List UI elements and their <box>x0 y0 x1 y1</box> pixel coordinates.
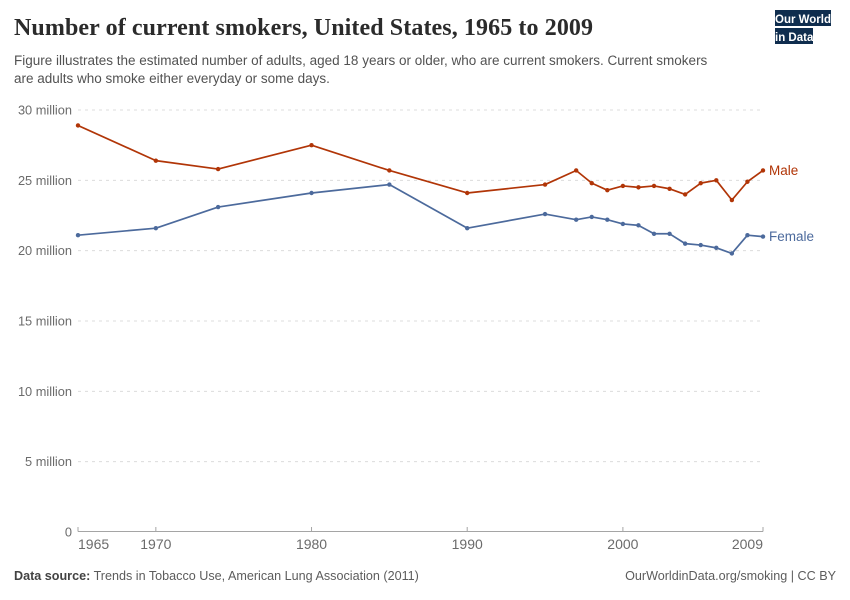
male-point-1974[interactable] <box>215 166 221 172</box>
license-label: | CC BY <box>787 569 836 583</box>
male-point-1995[interactable] <box>542 182 548 187</box>
y-axis-label-30: 30 million <box>18 103 72 118</box>
x-axis-label-1970: 1970 <box>140 536 171 552</box>
female-point-1985[interactable] <box>387 182 392 187</box>
male-point-1985[interactable] <box>387 168 392 173</box>
x-axis-label-1965: 1965 <box>78 536 109 552</box>
female-point-2004[interactable] <box>682 241 688 246</box>
y-axis-label-5: 5 million <box>25 454 72 469</box>
male-point-2007[interactable] <box>729 197 735 203</box>
owid-logo[interactable]: Our World in Data <box>775 10 841 52</box>
female-point-2000[interactable] <box>620 221 626 227</box>
page-title: Number of current smokers, United States… <box>14 15 594 41</box>
male-point-2005[interactable] <box>698 180 703 186</box>
female-point-1980[interactable] <box>309 190 314 196</box>
male-point-2009[interactable] <box>760 168 766 173</box>
license-credit: OurWorldinData.org/smoking | CC BY <box>625 569 836 583</box>
male-point-2004[interactable] <box>682 192 688 197</box>
male-point-1998[interactable] <box>589 180 594 186</box>
data-source-note: Data source: Trends in Tobacco Use, Amer… <box>14 569 419 583</box>
female-point-1990[interactable] <box>465 225 470 231</box>
female-point-1995[interactable] <box>542 211 548 217</box>
y-axis-label-15: 15 million <box>18 314 72 329</box>
male-point-2000[interactable] <box>620 183 626 189</box>
female-point-2007[interactable] <box>729 251 735 256</box>
y-axis-label-0: 0 <box>65 525 72 540</box>
female-line[interactable] <box>77 183 764 255</box>
male-point-1997[interactable] <box>573 168 579 173</box>
female-point-2003[interactable] <box>667 231 672 236</box>
y-axis-label-10: 10 million <box>18 384 72 399</box>
series-end-label-female[interactable]: Female <box>769 229 814 244</box>
x-axis-label-2000: 2000 <box>607 536 638 552</box>
male-point-1980[interactable] <box>309 142 314 148</box>
female-point-1997[interactable] <box>573 217 579 222</box>
male-line[interactable] <box>77 124 764 201</box>
male-point-2006[interactable] <box>714 178 719 183</box>
x-axis-label-2009: 2009 <box>732 536 763 552</box>
series-end-label-male[interactable]: Male <box>769 163 798 178</box>
female-point-2006[interactable] <box>714 245 719 251</box>
female-point-2009[interactable] <box>760 234 766 239</box>
female-point-2002[interactable] <box>651 231 657 236</box>
owid-url-link[interactable]: OurWorldinData.org/smoking <box>625 569 788 583</box>
data-source-label: Data source: <box>14 569 91 583</box>
female-point-1974[interactable] <box>215 204 221 210</box>
x-axis-label-1980: 1980 <box>296 536 327 552</box>
y-axis-label-20: 20 million <box>18 243 72 258</box>
female-point-1999[interactable] <box>605 217 610 222</box>
male-point-1990[interactable] <box>465 190 470 196</box>
female-point-2005[interactable] <box>698 242 703 248</box>
data-source-text: Trends in Tobacco Use, American Lung Ass… <box>90 569 419 583</box>
male-point-2008[interactable] <box>745 179 750 184</box>
chart-footer: Data source: Trends in Tobacco Use, Amer… <box>14 569 836 583</box>
female-point-1998[interactable] <box>589 214 594 220</box>
chart-subtitle: Figure illustrates the estimated number … <box>14 53 708 86</box>
female-point-1965[interactable] <box>75 232 81 238</box>
female-point-1970[interactable] <box>153 225 159 231</box>
male-point-2001[interactable] <box>636 185 641 190</box>
male-point-1999[interactable] <box>605 187 610 193</box>
male-point-1965[interactable] <box>75 123 81 128</box>
male-point-2002[interactable] <box>651 183 657 189</box>
female-point-2008[interactable] <box>745 232 750 238</box>
male-point-2003[interactable] <box>667 186 672 191</box>
female-point-2001[interactable] <box>636 223 641 228</box>
y-axis-label-25: 25 million <box>18 173 72 188</box>
male-point-1970[interactable] <box>153 158 159 163</box>
x-axis-label-1990: 1990 <box>452 536 483 552</box>
